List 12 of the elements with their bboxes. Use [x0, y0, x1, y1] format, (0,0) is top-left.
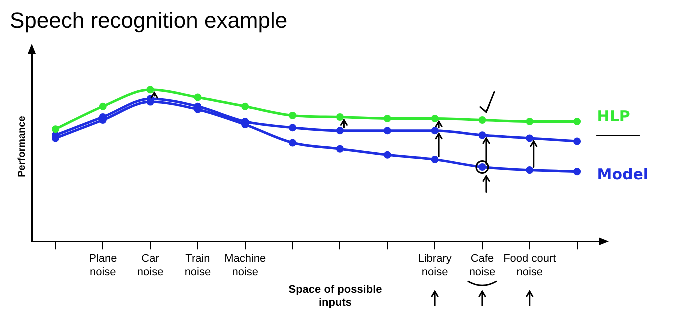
x-tick-label: Machine noise — [224, 253, 266, 278]
x-tick-label: Train noise — [184, 253, 212, 278]
x-axis-title: Space of possible inputs — [288, 284, 383, 310]
x-tick-label: Library noise — [418, 253, 452, 278]
x-tick-label: Car noise — [137, 253, 164, 278]
x-tick-label: Food court noise — [504, 253, 556, 278]
x-tick-label: Cafe noise — [469, 253, 496, 278]
x-tick-label: Plane noise — [89, 253, 118, 278]
chart-title: Speech recognition example — [9, 8, 289, 35]
series-label: HLP — [597, 108, 630, 126]
y-axis-title: Performance — [16, 116, 28, 178]
series-label: Model — [597, 166, 649, 184]
